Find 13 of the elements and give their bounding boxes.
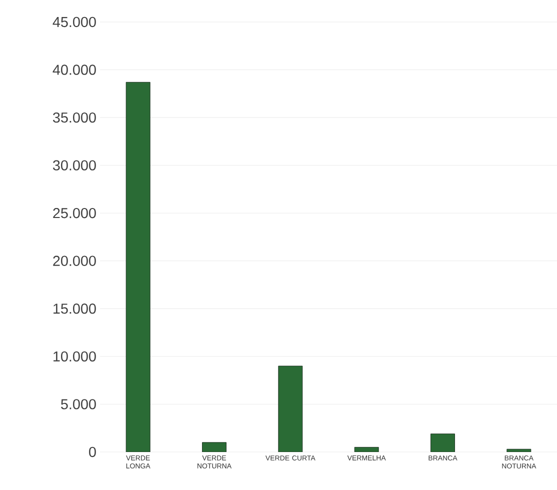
bar — [430, 434, 455, 452]
y-tick-label: 25.000 — [53, 208, 96, 218]
y-tick-label: 15.000 — [54, 304, 96, 314]
y-tick-label: 35.000 — [52, 112, 96, 123]
bar — [126, 82, 150, 452]
y-tick-label: 10.000 — [54, 351, 96, 362]
y-tick-label: 0 — [89, 446, 96, 458]
y-tick-label: 5.000 — [61, 399, 96, 410]
bar — [278, 366, 303, 452]
y-tick-label: 30.000 — [52, 160, 96, 170]
y-tick-label: 20.000 — [53, 256, 96, 266]
y-tick-label: 40.000 — [52, 64, 96, 75]
y-tick-label: 45.000 — [52, 16, 96, 28]
